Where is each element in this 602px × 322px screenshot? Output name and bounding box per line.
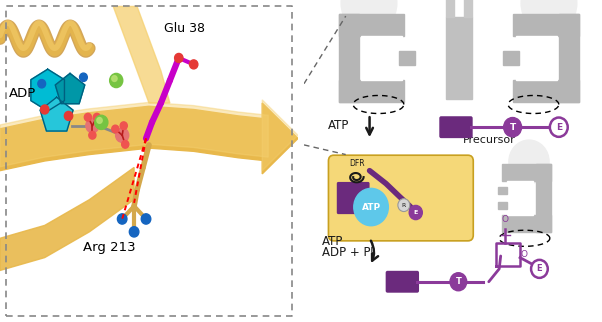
Text: R: R — [402, 203, 406, 208]
Circle shape — [89, 131, 96, 139]
Circle shape — [341, 0, 397, 33]
Circle shape — [175, 53, 183, 62]
Text: ADP + Pᴵ: ADP + Pᴵ — [322, 246, 373, 259]
Polygon shape — [262, 103, 298, 174]
Polygon shape — [40, 97, 73, 131]
Text: E: E — [556, 123, 562, 132]
Polygon shape — [559, 14, 579, 102]
Polygon shape — [514, 80, 579, 102]
Circle shape — [64, 111, 73, 120]
Circle shape — [86, 118, 99, 133]
Circle shape — [504, 118, 521, 137]
Polygon shape — [498, 187, 507, 194]
Circle shape — [95, 115, 108, 129]
Circle shape — [129, 227, 139, 237]
Circle shape — [97, 118, 102, 123]
Polygon shape — [0, 167, 134, 270]
Circle shape — [550, 118, 568, 137]
FancyBboxPatch shape — [337, 182, 370, 214]
Polygon shape — [0, 106, 268, 171]
Polygon shape — [536, 164, 551, 232]
Circle shape — [122, 140, 129, 148]
Circle shape — [141, 214, 150, 224]
Polygon shape — [464, 0, 472, 17]
Polygon shape — [446, 17, 471, 99]
Text: ADP: ADP — [9, 87, 36, 99]
Polygon shape — [55, 73, 85, 104]
FancyBboxPatch shape — [386, 271, 419, 293]
Text: Arg 213: Arg 213 — [84, 241, 136, 254]
Text: ATP: ATP — [328, 119, 349, 132]
Text: O: O — [501, 215, 509, 224]
Polygon shape — [31, 69, 64, 111]
Circle shape — [38, 80, 46, 88]
Polygon shape — [262, 100, 298, 171]
Text: Precursor: Precursor — [462, 135, 515, 145]
Polygon shape — [113, 6, 170, 103]
Polygon shape — [502, 164, 551, 181]
Polygon shape — [399, 51, 415, 65]
Polygon shape — [507, 181, 533, 215]
Polygon shape — [498, 202, 507, 209]
Text: DFR: DFR — [349, 159, 365, 168]
Circle shape — [509, 140, 549, 184]
Text: Glu 38: Glu 38 — [164, 22, 205, 35]
Polygon shape — [516, 36, 557, 80]
Text: E: E — [414, 210, 418, 215]
Circle shape — [93, 113, 101, 121]
Circle shape — [117, 214, 127, 224]
Circle shape — [112, 76, 117, 81]
Polygon shape — [0, 102, 268, 167]
Polygon shape — [338, 14, 405, 36]
Circle shape — [79, 73, 87, 81]
Text: T: T — [456, 277, 461, 286]
Text: T: T — [509, 123, 516, 132]
Polygon shape — [361, 36, 402, 80]
Circle shape — [84, 113, 92, 121]
FancyBboxPatch shape — [439, 116, 473, 138]
Circle shape — [450, 273, 467, 291]
Circle shape — [398, 199, 410, 212]
Circle shape — [409, 205, 423, 220]
Polygon shape — [502, 215, 551, 232]
Text: O: O — [520, 250, 527, 259]
Polygon shape — [338, 80, 405, 102]
Text: ATP: ATP — [361, 203, 380, 212]
Polygon shape — [514, 14, 579, 36]
Circle shape — [190, 60, 198, 69]
Polygon shape — [446, 0, 454, 17]
Polygon shape — [338, 14, 359, 102]
Circle shape — [112, 125, 119, 133]
Circle shape — [110, 73, 123, 88]
Text: E: E — [536, 264, 542, 273]
Circle shape — [120, 122, 127, 129]
Circle shape — [521, 0, 577, 33]
Text: ATP: ATP — [322, 235, 343, 248]
FancyBboxPatch shape — [329, 155, 473, 241]
Circle shape — [40, 105, 49, 114]
Circle shape — [354, 188, 388, 226]
Circle shape — [116, 128, 129, 142]
Circle shape — [531, 260, 548, 278]
Polygon shape — [503, 51, 518, 65]
